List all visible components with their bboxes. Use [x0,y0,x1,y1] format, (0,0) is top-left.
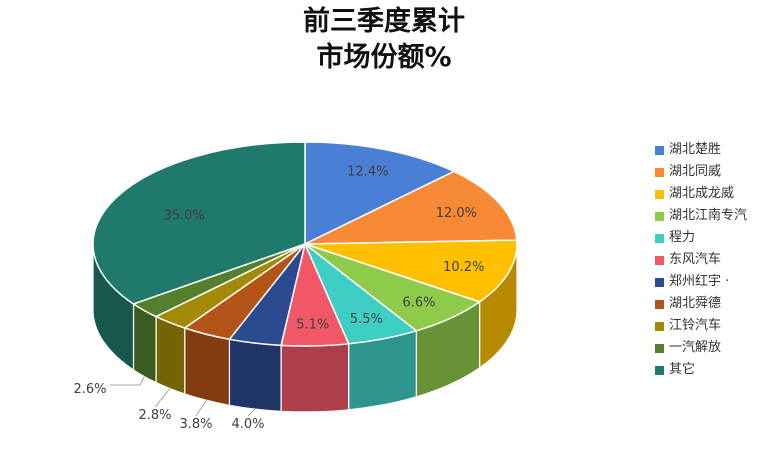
legend-item-1: 湖北同威 [655,161,747,183]
pie-slices [92,141,518,347]
leader-line-6 [247,408,256,417]
chart-title: 前三季度累计 市场份额% [0,4,768,76]
legend-label-0: 湖北楚胜 [669,142,722,157]
pie-slice-1 [304,170,518,245]
data-label-6: 4.0% [231,417,264,432]
legend-label-6: 郑州红宇 · [669,274,730,289]
legend-swatch-2 [655,189,664,199]
leader-lines [110,376,256,417]
legend-swatch-5 [655,255,664,265]
legend-label-2: 湖北成龙威 [669,186,735,201]
pie-side-8 [155,315,186,395]
legend-swatch-10 [655,365,664,375]
data-label-3: 6.6% [402,296,435,311]
legend-item-4: 程力 [655,227,747,249]
legend-label-5: 东风汽车 [669,252,722,267]
leader-line-8 [154,388,171,408]
data-label-2: 10.2% [443,260,484,275]
legend-item-0: 湖北楚胜 [655,139,747,161]
legend-swatch-8 [655,321,664,331]
legend-label-8: 江铃汽车 [669,318,722,333]
legend: 湖北楚胜湖北同威湖北成龙威湖北江南专汽 程力东风汽车郑州红宇 · 湖北舜德江铃汽车一… [655,139,747,381]
chart-title-line-2: 市场份额% [316,42,452,73]
pie-side-6 [228,338,282,412]
data-label-5: 5.1% [296,317,329,332]
legend-swatch-3 [655,211,664,221]
data-label-10: 35.0% [163,208,204,223]
legend-swatch-0 [655,145,664,155]
pie-slice-0 [304,141,456,246]
legend-item-10: 其它 [655,359,747,381]
legend-label-9: 一汽解放 [669,340,722,355]
data-label-8: 2.8% [138,408,171,423]
legend-swatch-1 [655,167,664,177]
legend-swatch-6 [655,277,664,287]
data-label-1: 12.0% [436,206,477,221]
data-label-7: 3.8% [179,417,212,432]
legend-item-5: 东风汽车 [655,249,747,271]
data-label-9: 2.6% [73,382,106,397]
pie-side-5 [280,343,350,413]
pie-side-7 [184,327,231,407]
legend-label-3: 湖北江南专汽 [669,208,748,223]
legend-item-9: 一汽解放 [655,337,747,359]
pie-slice-2 [304,239,518,303]
legend-label-10: 其它 [669,362,696,377]
legend-item-3: 湖北江南专汽 [655,205,747,227]
legend-swatch-7 [655,299,664,309]
leader-line-9 [110,376,145,386]
legend-label-1: 湖北同威 [669,164,722,179]
leader-line-7 [195,400,207,417]
legend-swatch-9 [655,343,664,353]
legend-label-4: 程力 [669,230,696,245]
data-labels: 12.4% 12.0% 10.2% 6.6% 5.5% 5.1% 35.0% 4.0% 3.8%… [73,164,484,432]
legend-swatch-4 [655,233,664,243]
legend-item-8: 江铃汽车 [655,315,747,337]
chart-title-line-1: 前三季度累计 [303,6,465,37]
data-label-0: 12.4% [347,164,388,179]
data-label-4: 5.5% [350,312,383,327]
pie-slice-10 [92,141,306,305]
legend-label-7: 湖北舜德 [669,296,722,311]
legend-item-6: 郑州红宇 · [655,271,747,293]
legend-item-7: 湖北舜德 [655,293,747,315]
legend-item-2: 湖北成龙威 [655,183,747,205]
